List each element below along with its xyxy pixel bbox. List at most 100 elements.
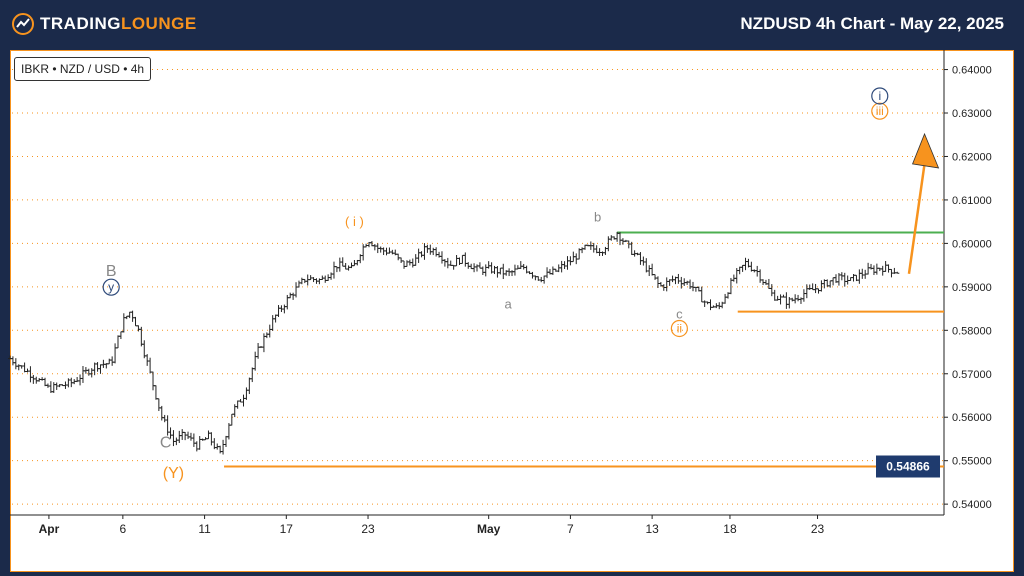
ohlc-bar bbox=[31, 374, 36, 384]
wave-label-y: y bbox=[102, 278, 120, 296]
ohlc-bar bbox=[784, 292, 789, 309]
ohlc-bar bbox=[340, 257, 345, 267]
ohlc-bar bbox=[399, 257, 404, 264]
projection-line bbox=[907, 163, 926, 274]
ohlc-bar bbox=[25, 368, 30, 373]
ohlc-bar bbox=[98, 364, 103, 374]
ohlc-bar bbox=[188, 432, 193, 441]
ohlc-bar bbox=[857, 269, 862, 284]
ohlc-bar bbox=[472, 263, 477, 273]
ohlc-bar bbox=[299, 277, 304, 285]
ohlc-bar bbox=[384, 247, 389, 256]
ohlc-bar bbox=[244, 387, 249, 400]
wave-label-i: ( i ) bbox=[345, 214, 364, 229]
ohlc-bar bbox=[480, 266, 485, 275]
ohlc-bar bbox=[209, 432, 214, 446]
ohlc-bar bbox=[276, 305, 281, 317]
ohlc-bar bbox=[40, 377, 45, 381]
ohlc-bar bbox=[264, 332, 269, 339]
wave-label-text: ii bbox=[677, 321, 682, 335]
logo-icon bbox=[12, 13, 34, 35]
ohlc-bar bbox=[874, 263, 879, 275]
ohlc-bar bbox=[486, 261, 491, 269]
ohlc-bar bbox=[469, 263, 474, 270]
ohlc-bar bbox=[118, 331, 123, 340]
ohlc-bar bbox=[162, 414, 167, 423]
price-bars bbox=[8, 231, 900, 455]
ohlc-bar bbox=[801, 289, 806, 302]
ohlc-bar bbox=[842, 272, 847, 287]
ohlc-bar bbox=[48, 381, 53, 393]
ohlc-bar bbox=[428, 244, 433, 255]
ohlc-bar bbox=[387, 247, 392, 254]
ohlc-bar bbox=[737, 266, 742, 275]
ohlc-bar bbox=[460, 254, 465, 264]
ohlc-bar bbox=[294, 282, 299, 298]
wave-label-circle bbox=[871, 87, 889, 105]
ohlc-bar bbox=[291, 292, 296, 300]
wave-label-c: c bbox=[676, 306, 683, 321]
ohlc-bar bbox=[699, 286, 704, 303]
ohlc-bar bbox=[477, 262, 482, 269]
ohlc-bar bbox=[191, 433, 196, 447]
wave-label-text: y bbox=[108, 280, 114, 294]
ohlc-bar bbox=[95, 362, 100, 372]
ohlc-bar bbox=[647, 265, 652, 277]
ohlc-bar bbox=[895, 271, 900, 274]
ohlc-bar bbox=[413, 254, 418, 266]
y-tick-label: 0.55000 bbox=[952, 456, 992, 468]
ohlc-bar bbox=[638, 252, 643, 265]
y-tick-label: 0.63000 bbox=[952, 108, 992, 120]
brand-name: TRADINGLOUNGE bbox=[40, 14, 197, 34]
ohlc-bar bbox=[282, 304, 287, 314]
ohlc-bar bbox=[253, 351, 258, 371]
ohlc-bar bbox=[758, 269, 763, 283]
projection-arrowhead bbox=[911, 132, 940, 169]
y-tick-label: 0.60000 bbox=[952, 238, 992, 250]
ohlc-bar bbox=[492, 265, 497, 275]
wave-label-text: (Y) bbox=[163, 465, 184, 482]
wave-label-a: a bbox=[505, 296, 513, 311]
brand-accent-text: LOUNGE bbox=[120, 14, 197, 33]
ohlc-bar bbox=[501, 263, 506, 280]
wave-label-text: ( i ) bbox=[345, 214, 364, 229]
wave-label-b: b bbox=[594, 209, 601, 224]
ohlc-bar bbox=[78, 374, 83, 386]
wave-label-B: B bbox=[106, 263, 117, 280]
page-title: NZDUSD 4h Chart - May 22, 2025 bbox=[740, 14, 1004, 33]
ohlc-bar bbox=[273, 314, 278, 323]
ohlc-bar bbox=[445, 257, 450, 269]
brand-logo: TRADINGLOUNGE bbox=[12, 12, 197, 36]
y-tick-label: 0.59000 bbox=[952, 282, 992, 294]
y-tick-label: 0.58000 bbox=[952, 325, 992, 337]
ohlc-bar bbox=[562, 261, 567, 269]
ohlc-bar bbox=[778, 294, 783, 305]
ohlc-bar bbox=[565, 256, 570, 270]
ohlc-bar bbox=[559, 260, 564, 273]
ohlc-bar bbox=[883, 261, 888, 272]
x-tick-label: 6 bbox=[120, 522, 127, 536]
x-tick-label: May bbox=[477, 522, 501, 536]
ohlc-bar bbox=[247, 377, 252, 395]
ohlc-bar bbox=[416, 248, 421, 263]
ohlc-bar bbox=[206, 430, 211, 440]
ohlc-bar bbox=[717, 302, 722, 310]
ohlc-bar bbox=[618, 232, 623, 246]
ohlc-bar bbox=[454, 255, 459, 267]
ohlc-bar bbox=[483, 264, 488, 277]
ohlc-bar bbox=[521, 263, 526, 270]
ohlc-bar bbox=[34, 376, 39, 384]
wave-label-circle bbox=[102, 278, 120, 296]
ohlc-bar bbox=[629, 241, 634, 255]
ohlc-bar bbox=[653, 274, 658, 280]
ohlc-bar bbox=[171, 430, 176, 447]
wave-label-text: a bbox=[505, 296, 513, 311]
y-tick-label: 0.56000 bbox=[952, 412, 992, 424]
ohlc-bar bbox=[396, 253, 401, 261]
wave-label-text: b bbox=[594, 209, 601, 224]
ohlc-bar bbox=[127, 311, 132, 319]
symbol-label[interactable]: IBKR • NZD / USD • 4h bbox=[14, 57, 152, 81]
ohlc-bar bbox=[466, 262, 471, 269]
ohlc-bar bbox=[194, 441, 199, 452]
